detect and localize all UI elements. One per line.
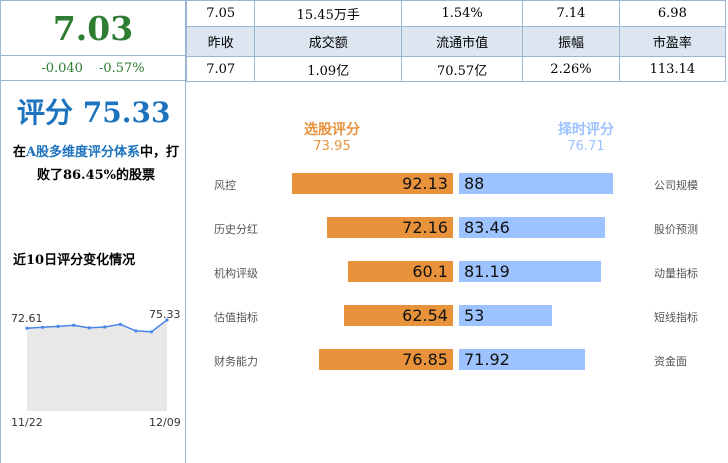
prev-close: 7.07 [185,56,256,82]
trend-chart: 72.61 75.33 11/22 12/09 [11,308,181,429]
timing-title: 择时评分 [558,122,614,138]
right-factor-bar: 53 [459,305,552,326]
right-factor-bar: 88 [459,173,613,194]
open-price: 7.05 [185,0,256,27]
label-float-cap: 流通市值 [401,26,524,57]
trend-point [87,326,91,330]
breakdown-panel: 选股评分 73.95 择时评分 76.71 风控 92.13 88 公司规模历史分红 7… [186,81,726,463]
left-factor-label: 机构评级 [214,267,258,280]
left-factor-bar: 76.85 [318,349,453,370]
trend-point [103,325,107,329]
amount: 1.09亿 [254,56,403,82]
timing-score-header: 择时评分 76.71 [536,119,636,154]
right-factor-label: 资金面 [654,355,687,368]
left-factor-bar: 92.13 [291,173,453,194]
left-factor-value: 60.1 [412,262,448,281]
trend-point [56,324,60,328]
score-panel: 评分 75.33 在A股多维度评分体系中，打败了86.45%的股票 近10日评分… [0,81,186,463]
right-factor-value: 53 [464,306,485,325]
right-factor-value: 71.92 [464,350,510,369]
trend-area [27,320,167,411]
right-factor-bar: 83.46 [459,217,606,238]
left-factor-bar: 72.16 [326,217,453,238]
right-factor-label: 股价预测 [654,223,698,236]
trend-end-date: 12/09 [149,416,181,429]
price-cell: 7.03 [0,0,186,56]
score-title: 评分 75.33 [17,96,171,129]
left-factor-label: 财务能力 [214,355,258,368]
high-price: 7.14 [522,0,620,27]
trend-start-value: 72.61 [11,312,43,325]
amplitude: 2.26% [522,56,620,82]
stock-pick-score-header: 选股评分 73.95 [282,119,382,154]
left-factor-bar: 60.1 [347,261,453,282]
right-factor-value: 88 [464,174,485,193]
left-factor-value: 76.85 [402,350,448,369]
left-factor-value: 72.16 [402,218,448,237]
score-description: 在A股多维度评分体系中，打败了86.45%的股票 [11,141,181,187]
right-factor-label: 短线指标 [654,311,698,324]
timing-score: 76.71 [567,139,605,154]
trend-point [41,325,45,329]
right-factor-value: 83.46 [464,218,510,237]
desc-rest: 中，打败了86.45%的股票 [36,145,180,183]
volume: 15.45万手 [254,0,403,27]
turnover-rate: 1.54% [401,0,524,27]
left-factor-value: 92.13 [402,174,448,193]
right-factor-bar: 81.19 [459,261,602,282]
trend-point [25,326,29,330]
trend-point [165,318,169,322]
right-factor-value: 81.19 [464,262,510,281]
trend-title: 近10日评分变化情况 [13,253,136,268]
quote-table: 7.05 15.45万手 1.54% 7.14 6.98 昨收 成交额 流通市值… [185,0,727,82]
quote-row-values-bottom: 7.07 1.09亿 70.57亿 2.26% 113.14 [185,56,727,82]
desc-prefix: 在 [12,145,26,160]
trend-start-date: 11/22 [11,416,43,429]
low-price: 6.98 [618,0,727,27]
left-factor-value: 62.54 [402,306,448,325]
trend-point [149,330,153,334]
quote-row-labels: 昨收 成交额 流通市值 振幅 市盈率 [185,26,727,57]
price-change: -0.040 [41,60,83,76]
label-amount: 成交额 [254,26,403,57]
label-prev-close: 昨收 [185,26,256,57]
label-pe: 市盈率 [618,26,727,57]
current-price: 7.03 [52,8,134,48]
left-factor-label: 历史分红 [214,223,258,236]
left-factor-label: 风控 [214,179,236,192]
left-factor-bar: 62.54 [343,305,453,326]
trend-point [118,322,122,326]
right-factor-bar: 71.92 [459,349,585,370]
price-change-cell: -0.040 -0.57% [0,56,186,81]
price-change-pct: -0.57% [98,60,145,76]
stock-pick-score: 73.95 [313,139,351,154]
left-factor-label: 估值指标 [214,311,258,324]
label-amplitude: 振幅 [522,26,620,57]
stock-pick-title: 选股评分 [304,122,360,138]
right-factor-label: 公司规模 [654,179,698,192]
trend-line [26,319,168,333]
pe-ratio: 113.14 [618,56,727,82]
right-factor-label: 动量指标 [654,267,698,280]
trend-point [134,329,138,333]
float-cap: 70.57亿 [401,56,524,82]
trend-end-value: 75.33 [149,308,181,321]
desc-highlight: A股多维度评分体系 [25,145,141,160]
quote-row-values-top: 7.05 15.45万手 1.54% 7.14 6.98 [185,0,727,27]
trend-point [72,323,76,327]
